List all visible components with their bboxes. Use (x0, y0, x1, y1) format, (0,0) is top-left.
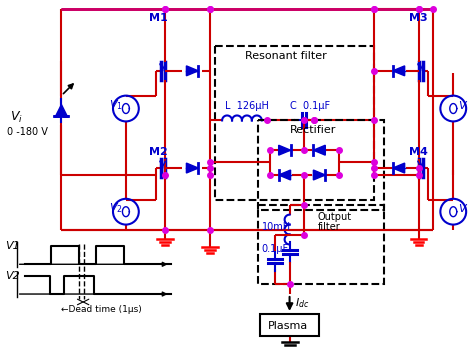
Text: V1: V1 (5, 242, 19, 251)
Polygon shape (279, 145, 291, 155)
Text: M3: M3 (409, 13, 427, 23)
Polygon shape (393, 66, 405, 76)
Text: Resonant filter: Resonant filter (245, 51, 327, 61)
Text: Output: Output (318, 212, 352, 222)
Polygon shape (393, 163, 405, 173)
Text: $V$: $V$ (458, 98, 468, 111)
Text: 10mH: 10mH (262, 222, 291, 231)
Text: Rectifier: Rectifier (290, 125, 336, 135)
Polygon shape (313, 170, 325, 180)
Text: M1: M1 (149, 13, 167, 23)
Polygon shape (313, 145, 325, 155)
Text: L  126μH: L 126μH (225, 101, 269, 111)
Text: M4: M4 (409, 147, 428, 157)
Text: $V_1$: $V_1$ (109, 98, 123, 112)
Text: $V_2$: $V_2$ (109, 202, 123, 215)
Polygon shape (279, 170, 291, 180)
Polygon shape (55, 104, 67, 117)
Text: V2: V2 (5, 271, 19, 281)
Text: 0.1μF: 0.1μF (262, 244, 289, 254)
Text: M2: M2 (149, 147, 167, 157)
Text: C  0.1μF: C 0.1μF (290, 101, 330, 111)
Text: $V_i$: $V_i$ (10, 109, 23, 125)
Text: $V$: $V$ (458, 202, 468, 214)
Polygon shape (186, 163, 198, 173)
FancyBboxPatch shape (260, 314, 319, 336)
Text: filter: filter (318, 222, 340, 231)
Polygon shape (186, 66, 198, 76)
Text: $I_{dc}$: $I_{dc}$ (294, 296, 309, 310)
Text: ←Dead time (1μs): ←Dead time (1μs) (62, 305, 142, 314)
Text: Plasma: Plasma (268, 321, 308, 331)
Text: 0 -180 V: 0 -180 V (7, 127, 48, 137)
